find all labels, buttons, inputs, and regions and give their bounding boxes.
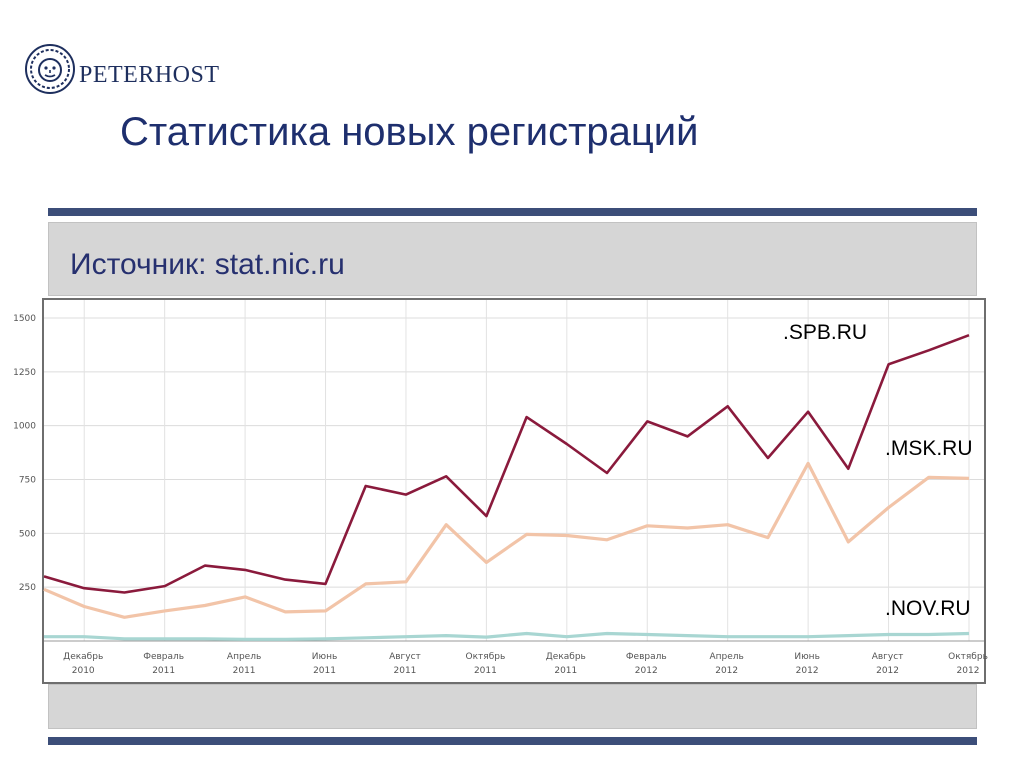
x-tick-label: Август: [872, 652, 904, 662]
y-tick-label: 500: [19, 529, 36, 539]
x-tick-label: Июнь: [312, 652, 338, 662]
x-tick-label: 2010: [72, 666, 95, 676]
y-tick-label: 750: [19, 476, 36, 486]
x-tick-label: Июнь: [794, 652, 820, 662]
x-tick-label: Февраль: [143, 652, 184, 662]
peterhost-logo: PETERHOST: [22, 40, 252, 98]
x-tick-label: Декабрь: [63, 652, 103, 662]
x-tick-label: 2011: [313, 666, 336, 676]
x-tick-label: Октябрь: [466, 652, 506, 662]
x-tick-label: 2011: [233, 666, 256, 676]
x-tick-label: Август: [389, 652, 421, 662]
x-tick-label: 2012: [635, 666, 658, 676]
brand-name: PETERHOST: [79, 62, 220, 88]
source-panel: [48, 222, 977, 296]
x-tick-label: 2012: [876, 666, 899, 676]
x-tick-label: 2012: [715, 666, 738, 676]
x-tick-label: 2012: [957, 666, 980, 676]
x-tick-label: 2011: [554, 666, 577, 676]
series-line-nov: [44, 631, 970, 641]
y-tick-label: 1000: [13, 422, 36, 432]
x-tick-label: Февраль: [626, 652, 667, 662]
chart-frame: [42, 298, 986, 684]
series-label-msk: .MSK.RU: [885, 437, 973, 460]
page-title: Статистика новых регистраций: [120, 110, 699, 154]
lion-emblem-icon: [25, 44, 75, 94]
series-line-spb: [43, 333, 970, 594]
series-label-nov: .NOV.RU: [885, 597, 971, 620]
series-label-spb: .SPB.RU: [783, 321, 867, 344]
divider-top: [48, 208, 977, 216]
y-tick-label: 250: [19, 583, 36, 593]
x-tick-label: 2011: [152, 666, 175, 676]
y-tick-label: 1250: [13, 368, 36, 378]
source-label: Источник: stat.nic.ru: [70, 248, 345, 281]
x-tick-label: 2011: [474, 666, 497, 676]
x-tick-label: Апрель: [710, 652, 744, 662]
x-tick-label: 2012: [796, 666, 819, 676]
x-tick-label: 2011: [394, 666, 417, 676]
x-tick-label: Декабрь: [546, 652, 586, 662]
divider-bottom: [48, 737, 977, 745]
x-tick-label: Октябрь: [948, 652, 988, 662]
x-tick-label: Апрель: [227, 652, 261, 662]
series-line-msk: [43, 461, 970, 619]
y-tick-label: 1500: [13, 314, 36, 324]
bottom-panel: [48, 684, 977, 729]
